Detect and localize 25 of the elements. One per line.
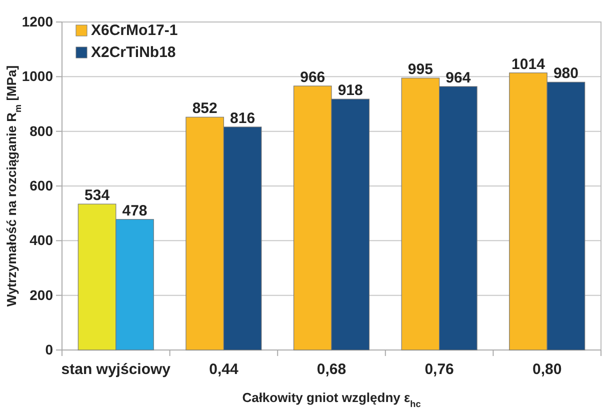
- data-label: 918: [338, 82, 363, 100]
- data-label: 995: [408, 61, 433, 78]
- x-tick-label: 0,80: [532, 361, 562, 378]
- x-tick-label: stan wyjściowy: [61, 361, 172, 378]
- y-tick-label: 1000: [22, 68, 54, 84]
- data-label: 478: [122, 202, 148, 220]
- y-tick-label: 1200: [22, 13, 54, 30]
- x-axis-title: Całkowity gniot względny ε$_{hc}$: [242, 390, 421, 408]
- data-label: 1014: [512, 56, 546, 73]
- y-tick-label: 800: [30, 122, 54, 139]
- data-label: 534: [84, 187, 110, 204]
- x-tick-label: 0,44: [209, 361, 239, 378]
- y-tick-label: 400: [30, 232, 54, 248]
- y-tick-label: 0: [45, 341, 54, 358]
- y-tick-label: 200: [30, 286, 54, 303]
- legend-label: X2CrTiNb18: [91, 44, 176, 61]
- data-label: 964: [446, 70, 472, 87]
- x-tick-label: 0,76: [424, 361, 454, 378]
- data-label: 816: [230, 110, 256, 127]
- legend-label: X6CrMo17-1: [91, 22, 178, 39]
- data-label: 852: [192, 100, 218, 118]
- data-label: 980: [553, 65, 578, 82]
- x-tick-label: 0,68: [316, 361, 346, 378]
- y-tick-label: 600: [30, 177, 54, 194]
- data-label: 966: [300, 68, 326, 86]
